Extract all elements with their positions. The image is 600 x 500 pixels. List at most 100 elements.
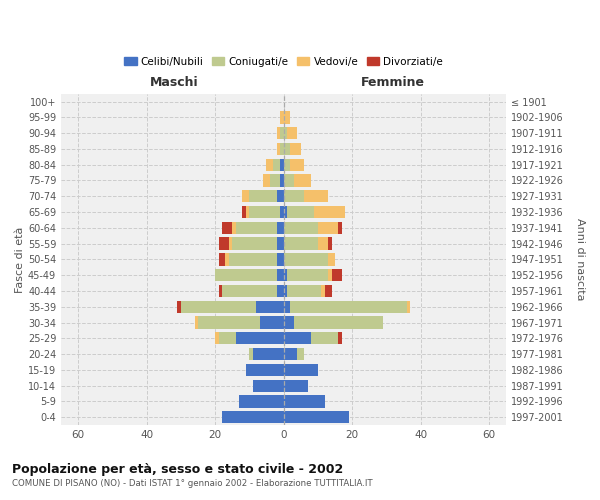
Bar bbox=[280, 158, 284, 171]
Bar bbox=[277, 127, 280, 140]
Bar bbox=[280, 111, 284, 124]
Bar bbox=[284, 238, 318, 250]
Bar bbox=[222, 411, 284, 424]
Bar bbox=[222, 285, 277, 297]
Bar bbox=[215, 269, 277, 281]
Bar bbox=[242, 206, 246, 218]
Bar bbox=[277, 222, 284, 234]
Bar bbox=[274, 158, 280, 171]
Bar bbox=[284, 254, 328, 266]
Bar bbox=[284, 364, 318, 376]
Bar bbox=[325, 285, 332, 297]
Bar bbox=[284, 127, 287, 140]
Bar bbox=[284, 285, 287, 297]
Bar bbox=[218, 332, 236, 344]
Bar bbox=[284, 143, 290, 155]
Bar bbox=[284, 190, 304, 202]
Bar bbox=[232, 238, 277, 250]
Bar bbox=[215, 332, 218, 344]
Bar bbox=[253, 380, 284, 392]
Bar bbox=[284, 158, 290, 171]
Text: Femmine: Femmine bbox=[361, 76, 425, 89]
Bar bbox=[218, 238, 229, 250]
Bar bbox=[311, 332, 338, 344]
Y-axis label: Anni di nascita: Anni di nascita bbox=[575, 218, 585, 300]
Bar bbox=[246, 206, 250, 218]
Bar bbox=[284, 396, 325, 407]
Bar bbox=[226, 254, 229, 266]
Bar bbox=[294, 316, 383, 328]
Bar bbox=[297, 348, 304, 360]
Bar bbox=[222, 222, 232, 234]
Legend: Celibi/Nubili, Coniugati/e, Vedovi/e, Divorziati/e: Celibi/Nubili, Coniugati/e, Vedovi/e, Di… bbox=[120, 52, 447, 71]
Bar bbox=[284, 206, 287, 218]
Bar bbox=[328, 238, 332, 250]
Bar bbox=[242, 190, 250, 202]
Y-axis label: Fasce di età: Fasce di età bbox=[15, 226, 25, 292]
Bar bbox=[229, 254, 277, 266]
Bar bbox=[253, 348, 284, 360]
Bar bbox=[280, 174, 284, 186]
Text: Maschi: Maschi bbox=[149, 76, 199, 89]
Bar bbox=[250, 206, 280, 218]
Bar bbox=[328, 269, 332, 281]
Bar bbox=[321, 285, 325, 297]
Bar bbox=[284, 300, 290, 313]
Bar bbox=[277, 254, 284, 266]
Bar bbox=[277, 238, 284, 250]
Bar bbox=[284, 111, 290, 124]
Bar bbox=[277, 269, 284, 281]
Bar bbox=[284, 411, 349, 424]
Bar bbox=[256, 300, 284, 313]
Bar bbox=[280, 206, 284, 218]
Bar bbox=[263, 174, 270, 186]
Bar bbox=[236, 332, 284, 344]
Bar bbox=[236, 222, 277, 234]
Bar bbox=[318, 238, 328, 250]
Bar bbox=[314, 206, 345, 218]
Bar bbox=[304, 190, 328, 202]
Bar bbox=[287, 285, 321, 297]
Bar bbox=[290, 158, 304, 171]
Text: COMUNE DI PISANO (NO) - Dati ISTAT 1° gennaio 2002 - Elaborazione TUTTITALIA.IT: COMUNE DI PISANO (NO) - Dati ISTAT 1° ge… bbox=[12, 479, 373, 488]
Bar bbox=[284, 222, 318, 234]
Bar bbox=[318, 222, 338, 234]
Bar bbox=[246, 364, 284, 376]
Bar bbox=[290, 300, 407, 313]
Bar bbox=[290, 143, 301, 155]
Bar bbox=[239, 396, 284, 407]
Bar bbox=[232, 222, 236, 234]
Bar bbox=[266, 158, 274, 171]
Bar bbox=[287, 127, 297, 140]
Bar bbox=[277, 285, 284, 297]
Bar bbox=[270, 174, 280, 186]
Bar bbox=[332, 269, 342, 281]
Bar bbox=[229, 238, 232, 250]
Bar bbox=[280, 143, 284, 155]
Bar bbox=[338, 222, 342, 234]
Bar bbox=[260, 316, 284, 328]
Bar bbox=[328, 254, 335, 266]
Bar bbox=[284, 316, 294, 328]
Bar bbox=[407, 300, 410, 313]
Bar bbox=[280, 127, 284, 140]
Bar bbox=[277, 190, 284, 202]
Bar bbox=[198, 316, 260, 328]
Bar bbox=[218, 254, 226, 266]
Bar bbox=[178, 300, 181, 313]
Bar bbox=[284, 348, 297, 360]
Bar bbox=[287, 269, 328, 281]
Bar bbox=[284, 269, 287, 281]
Bar bbox=[284, 380, 308, 392]
Bar bbox=[181, 300, 256, 313]
Bar bbox=[277, 143, 280, 155]
Bar bbox=[287, 206, 314, 218]
Bar bbox=[284, 174, 294, 186]
Bar bbox=[250, 190, 277, 202]
Bar bbox=[338, 332, 342, 344]
Bar bbox=[294, 174, 311, 186]
Text: Popolazione per età, sesso e stato civile - 2002: Popolazione per età, sesso e stato civil… bbox=[12, 462, 343, 475]
Bar bbox=[284, 332, 311, 344]
Bar bbox=[194, 316, 198, 328]
Bar bbox=[218, 285, 222, 297]
